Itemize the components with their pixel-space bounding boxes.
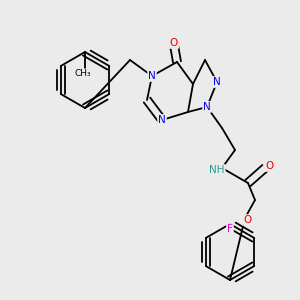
Text: CH₃: CH₃ <box>75 70 91 79</box>
Text: NH: NH <box>209 165 225 175</box>
Text: O: O <box>170 38 178 48</box>
Text: N: N <box>158 115 166 125</box>
Text: N: N <box>213 77 221 87</box>
Text: O: O <box>243 215 251 225</box>
Text: O: O <box>265 161 273 171</box>
Text: F: F <box>227 224 233 234</box>
Text: N: N <box>203 102 211 112</box>
Text: N: N <box>148 71 156 81</box>
